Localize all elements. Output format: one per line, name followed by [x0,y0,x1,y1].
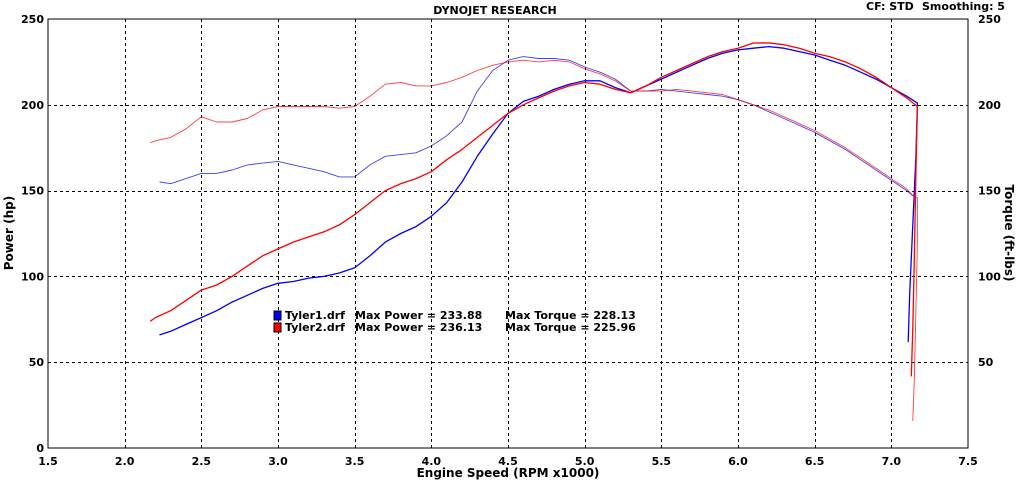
x-tick-label-11: 7.0 [882,455,902,468]
x-tick-label-0: 1.5 [38,455,58,468]
legend: Tyler1.drf Max Power = 233.88 Max Torque… [273,309,636,334]
x-tick-label-1: 2.0 [115,455,135,468]
y-right-axis-title: Torque (ft-lbs) [1002,185,1016,282]
legend-file-tyler1: Tyler1.drf [285,309,345,322]
y-left-tick-label-4: 200 [21,99,44,112]
y-left-tick-labels: 0 50 100 150 200 250 [21,13,44,455]
legend-power-tyler2: Max Power = 236.13 [355,321,482,334]
legend-swatch-tyler2 [273,322,282,333]
y-left-tick-label-1: 50 [29,356,45,369]
x-tick-label-5: 4.0 [422,455,442,468]
legend-torque-tyler1: Max Torque = 228.13 [505,309,636,322]
y-left-axis-title: Power (hp) [2,196,16,270]
series-line-tyler2-drf-power [150,42,919,377]
chart-title: DYNOJET RESEARCH [433,4,556,17]
y-right-tick-label-2: 150 [978,185,1001,198]
x-tick-label-9: 6.0 [728,455,748,468]
y-left-tick-label-3: 150 [21,185,44,198]
y-left-tick-label-5: 250 [21,13,44,26]
series-line-tyler1-drf-torque [159,56,917,197]
plot-frame [47,18,969,449]
series-line-tyler1-drf-power [159,45,919,343]
x-tick-label-10: 6.5 [805,455,825,468]
legend-swatch-tyler1 [273,310,282,321]
smoothing-label: Smoothing: 5 [922,0,1005,13]
y-left-tick-label-0: 0 [36,442,44,455]
y-right-tick-label-3: 200 [978,99,1001,112]
y-right-tick-labels: 50 100 150 200 250 [978,13,1001,369]
y-right-tick-label-0: 50 [978,356,994,369]
x-tick-labels: 1.5 2.0 2.5 3.0 3.5 4.0 4.5 5.0 5.5 6.0 6.5 7.0 7.5 [38,455,978,468]
legend-torque-tyler2: Max Torque = 225.96 [505,321,636,334]
x-tick-label-6: 4.5 [498,455,518,468]
x-tick-label-2: 2.5 [192,455,212,468]
legend-file-tyler2: Tyler2.drf [285,321,345,334]
series-line-tyler2-drf-torque [150,59,918,421]
x-tick-label-7: 5.0 [575,455,595,468]
x-axis-title: Engine Speed (RPM x1000) [417,466,600,480]
cf-label: CF: STD [866,0,914,13]
x-tick-label-12: 7.5 [958,455,978,468]
y-right-tick-label-4: 250 [978,13,1001,26]
legend-power-tyler1: Max Power = 233.88 [355,309,482,322]
x-tick-label-4: 3.5 [345,455,365,468]
y-right-tick-label-1: 100 [978,270,1001,283]
x-tick-label-3: 3.0 [268,455,288,468]
x-tick-label-8: 5.5 [652,455,672,468]
data-series [150,42,919,421]
y-left-tick-label-2: 100 [21,270,44,283]
